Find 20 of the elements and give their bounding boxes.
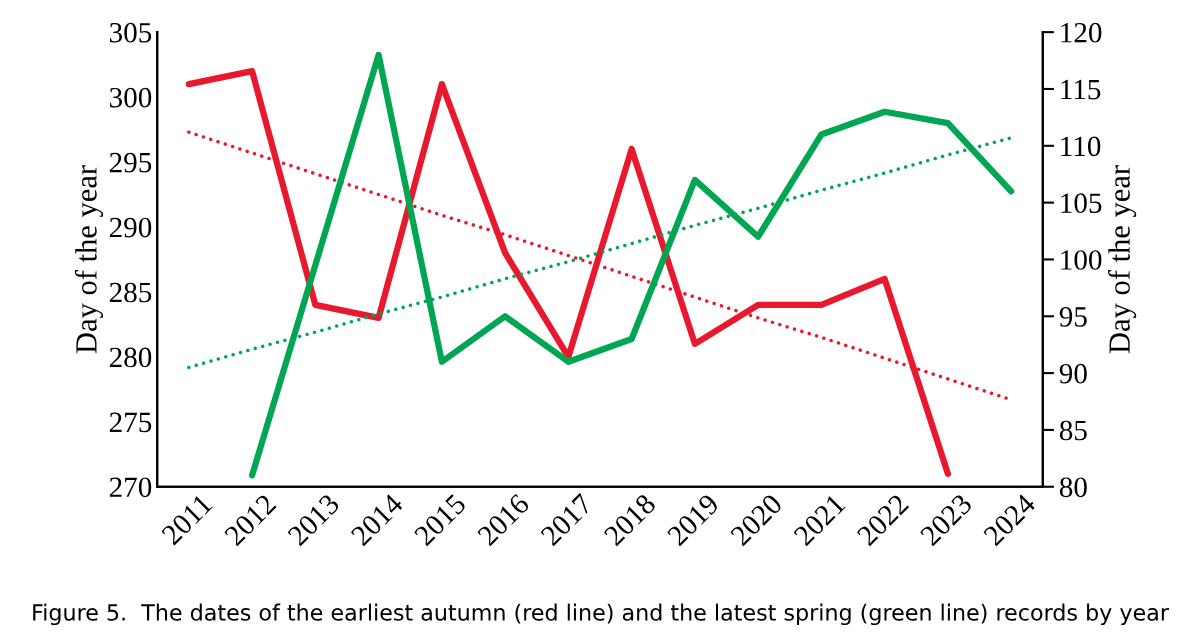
y2-tick-label: 95	[1059, 307, 1087, 327]
y-tick-label: 305	[109, 22, 152, 43]
y-tick-label: 280	[109, 347, 152, 368]
y2-tick-label: 105	[1061, 193, 1102, 214]
y-tick-label: 270	[109, 477, 152, 498]
y-tick-label: 300	[109, 87, 152, 108]
y-tick-label: 290	[109, 217, 152, 238]
y2-tick-label: 85	[1059, 420, 1087, 441]
y2-tick-label: 120	[1061, 22, 1102, 43]
y2-tick-label: 90	[1059, 363, 1087, 384]
y-tick-label: 285	[109, 282, 152, 303]
y2-tick-label: 100	[1061, 250, 1102, 270]
y2-tick-label: 110	[1061, 136, 1101, 157]
y-tick-label: 275	[109, 412, 152, 433]
y-tick-label: 295	[109, 152, 152, 173]
y2-tick-label: 115	[1061, 79, 1101, 100]
caption: Figure 5. The dates of the earliest autumn (red line) and the latest spring (green line) records by year	[33, 603, 1169, 626]
y-axis-title: Day of the year	[74, 165, 104, 354]
y2-axis-title: Day of the year	[1108, 165, 1137, 354]
y2-tick-label: 80	[1059, 477, 1087, 498]
